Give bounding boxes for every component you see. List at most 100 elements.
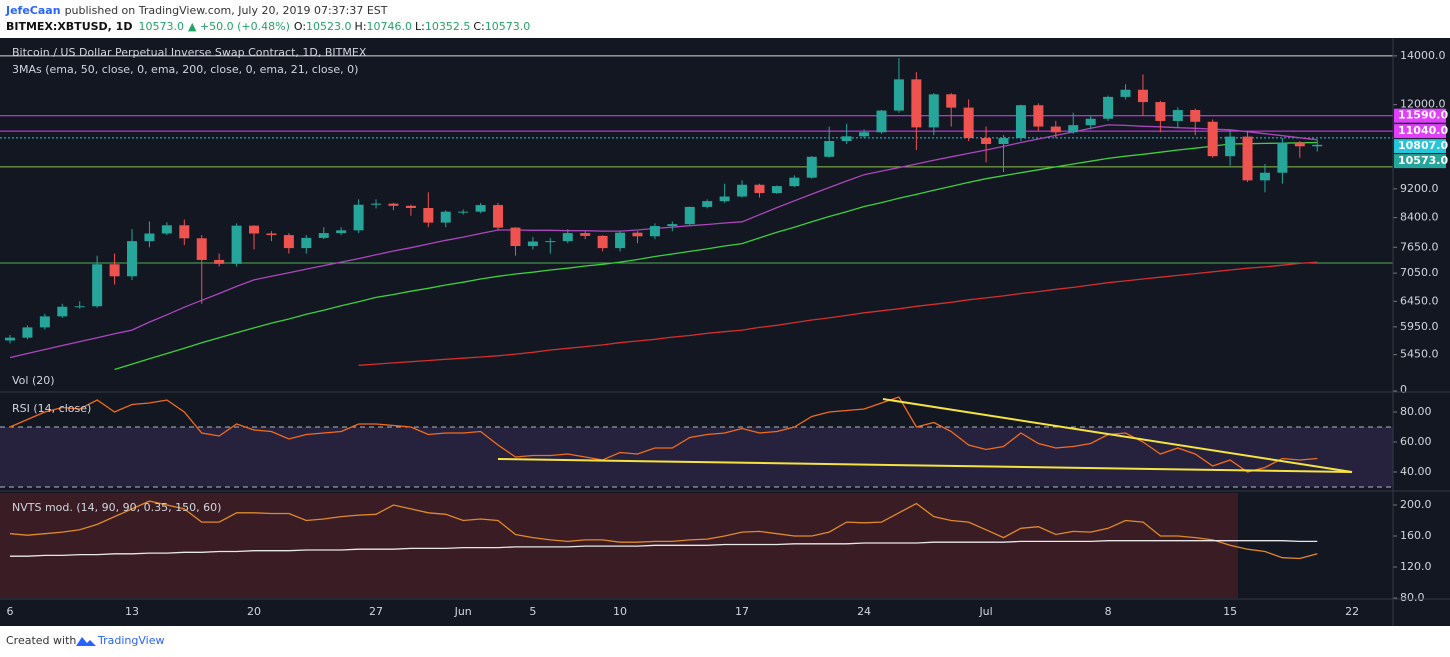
candle-body [1085,118,1096,126]
candle-body [283,235,294,249]
ohlc-value: 10573.0 [485,20,531,33]
ma-line [9,124,1318,359]
candle-body [266,233,277,236]
candle-body [702,201,713,207]
x-tick-label: 20 [247,605,261,618]
candle-body [806,156,817,178]
candle-body [667,224,678,227]
footer-text: Created with [6,634,76,647]
candle-body [388,203,399,206]
y-tick-label: 6450.0 [1400,294,1439,307]
y-tick-label: 60.00 [1400,435,1432,448]
indicator-line [9,396,1318,473]
candle-body [1207,121,1218,157]
candle-body [562,233,573,242]
author[interactable]: JefeCaan [5,4,61,17]
publish-line: JefeCaan published on TradingView.com, Ju… [5,4,388,17]
y-tick-label: 80.0 [1400,591,1425,604]
candle-body [615,232,626,249]
candle-body [998,138,1009,144]
indicator-line [9,500,1318,560]
x-tick-label: 17 [735,605,749,618]
x-tick-label: 8 [1105,605,1112,618]
rsi-band [0,427,1393,488]
candle-body [1050,126,1061,133]
candle-body [405,205,416,209]
candle-body [841,136,852,142]
candle-body [859,132,870,137]
rsi-title: RSI (14, close) [12,402,91,415]
x-tick-label: 27 [369,605,383,618]
candle-body [458,211,469,213]
candle-body [545,241,556,243]
candle-body [1033,105,1044,127]
last: 10573.0 [138,20,184,33]
ma-line [358,261,1318,366]
ohlc-key: H: [355,20,367,33]
candle-body [1225,136,1236,157]
candle-body [1259,172,1270,181]
candle-body [214,259,225,264]
logo [76,637,96,646]
candle-body [92,264,103,307]
candle-body [1155,102,1166,121]
candle-body [353,204,364,231]
y-tick-label: 7050.0 [1400,266,1439,279]
ohlc-key: O: [294,20,306,33]
candle-body [510,227,521,247]
candle-body [981,138,992,144]
y-tick-label: 80.00 [1400,405,1432,418]
symbol: BITMEX:XBTUSD, 1D [6,20,132,33]
level-tag [1394,139,1446,154]
candle-body [39,316,50,328]
candle-body [1172,110,1183,121]
candle-body [963,107,974,139]
candle-body [127,241,138,277]
y-tick-label: 160.0 [1400,529,1432,542]
candle-body [196,238,207,260]
x-tick-label: 15 [1223,605,1237,618]
y-tick-label: 0 [1400,383,1407,396]
level-label: 10573.0 [1398,154,1448,167]
ohlc-value: 10746.0 [367,20,413,33]
candle-body [824,141,835,157]
x-tick-label: Jun [454,605,472,618]
candle-body [22,327,33,338]
plot: 5450.0 5950.0 6450.0 7050.0 7650.0 8400.0 9200… [0,49,1448,618]
y-tick-label: 14000.0 [1400,49,1446,62]
footer-brand[interactable]: TradingView [97,634,164,647]
ohlc-value: 10523.0 [306,20,352,33]
candle-body [1242,136,1253,181]
candle-body [1137,89,1148,103]
candle-body [179,225,190,239]
trendline [882,398,1353,473]
indicator-title: 3MAs (ema, 50, close, 0, ema, 200, close… [12,63,358,76]
volume-title: Vol (20) [12,374,55,387]
candle-body [1103,96,1114,119]
candle-body [946,94,957,108]
nvts-title: NVTS mod. (14, 90, 90, 0.35, 150, 60) [12,501,221,514]
x-tick-label: 22 [1345,605,1359,618]
candle-body [440,211,451,223]
ohlc-key: C: [473,20,484,33]
candle-body [1294,142,1305,147]
candle-body [632,232,643,237]
candle-body [371,203,382,205]
candle-body [57,306,68,317]
x-tick-label: Jul [978,605,992,618]
candle-body [109,264,120,277]
y-tick-label: 9200.0 [1400,182,1439,195]
x-tick-label: 24 [857,605,871,618]
candle-body [5,337,15,341]
candle-body [649,226,660,237]
candle-body [1190,110,1201,122]
x-tick-label: 6 [7,605,14,618]
candle-body [1068,125,1079,133]
level-label: 11590.0 [1398,109,1448,122]
candle-body [1015,105,1026,139]
candle-body [527,241,538,247]
candle-body [318,233,329,238]
candle-body [74,306,85,308]
